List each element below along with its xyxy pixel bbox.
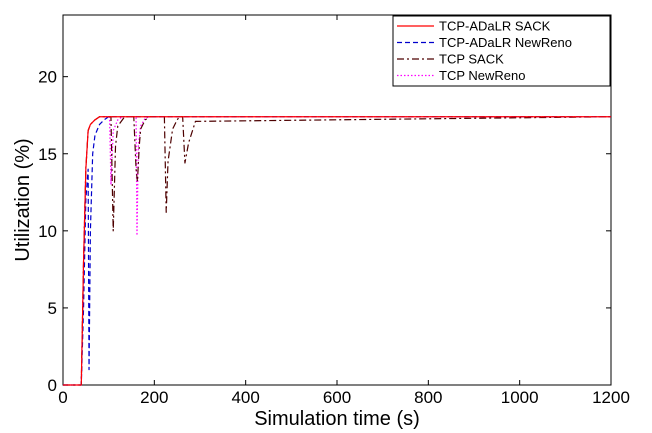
series-line-2 [63, 116, 612, 386]
x-tick-label: 200 [140, 388, 168, 407]
x-tick-label: 1200 [592, 388, 630, 407]
legend-label: TCP-ADaLR NewReno [439, 35, 572, 50]
y-tick-label: 10 [38, 222, 57, 241]
x-tick-label: 400 [231, 388, 259, 407]
legend-box [392, 15, 611, 87]
y-tick-label: 0 [48, 376, 57, 395]
series-line-0 [63, 116, 611, 386]
legend-label: TCP SACK [439, 52, 504, 67]
y-tick-label: 15 [38, 145, 57, 164]
x-tick-label: 1000 [501, 388, 539, 407]
x-tick-label: 800 [414, 388, 442, 407]
x-tick-label: 0 [58, 388, 67, 407]
y-axis-ticks: 0 5 10 15 20 [38, 68, 611, 395]
x-axis-label: Simulation time (s) [254, 408, 420, 430]
legend-label: TCP-ADaLR SACK [439, 19, 551, 34]
y-tick-label: 20 [38, 68, 57, 87]
y-tick-label: 5 [48, 299, 57, 318]
x-tick-label: 600 [323, 388, 351, 407]
y-axis-label: Utilization (%) [12, 138, 34, 261]
legend-label: TCP NewReno [439, 68, 525, 83]
series-layer [63, 116, 612, 386]
